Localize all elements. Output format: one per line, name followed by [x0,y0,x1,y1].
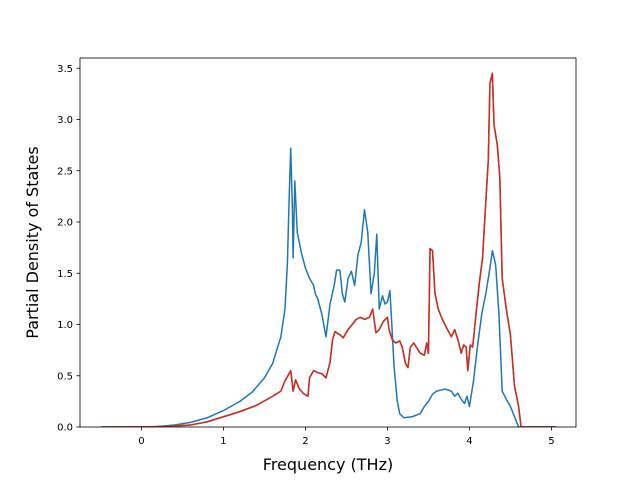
x-tick-label: 5 [548,436,554,447]
x-tick-label: 3 [384,436,390,447]
y-axis-label: Partial Density of States [23,146,42,338]
y-tick-label: 2.5 [57,166,73,177]
x-tick-label: 0 [138,436,144,447]
y-tick-label: 2.0 [57,218,73,229]
y-tick-label: 1.0 [57,320,73,331]
y-tick-label: 0.5 [57,371,73,382]
x-axis-label: Frequency (THz) [263,455,393,474]
series-line-3 [101,72,557,427]
axes: 0 1 2 3 4 5 0.0 0.5 1.0 1.5 2.0 2.5 3.0 3.5 [57,57,577,447]
series-line-1 [101,147,557,427]
series-group [101,72,557,427]
y-tick-label: 3.5 [57,64,73,75]
plot-area [101,72,557,427]
y-tick-label: 0.0 [57,423,73,434]
y-tick-label: 3.0 [57,115,73,126]
x-tick-label: 4 [466,436,472,447]
x-tick-label: 1 [220,436,226,447]
y-tick-label: 1.5 [57,269,73,280]
x-tick-label: 2 [302,436,308,447]
axes-frame [79,57,577,428]
